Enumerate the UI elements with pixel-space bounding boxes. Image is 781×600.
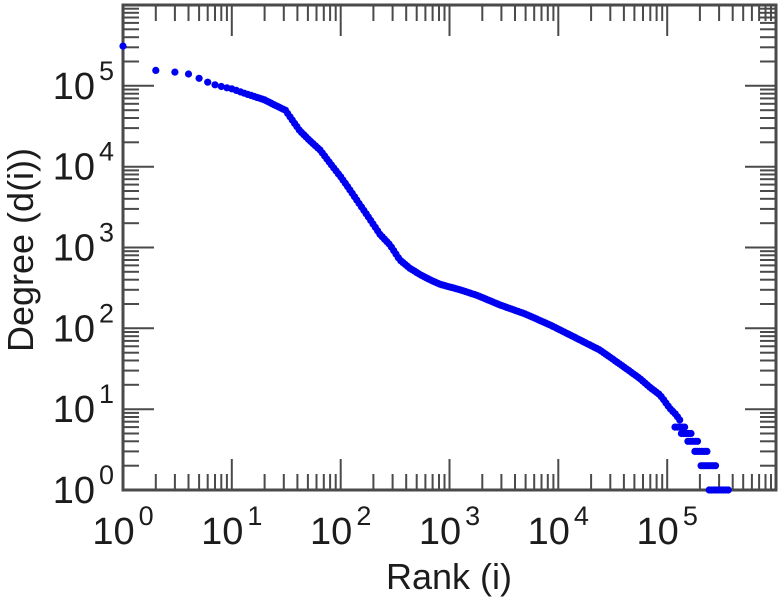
data-point: [711, 462, 720, 470]
data-point: [119, 42, 127, 50]
data-point: [195, 74, 203, 82]
data-point: [724, 486, 732, 494]
data-point: [204, 78, 212, 86]
data-point: [676, 416, 684, 424]
plot-frame: [121, 3, 778, 492]
data-point: [211, 81, 219, 89]
data-point: [687, 429, 695, 438]
data-point: [152, 66, 160, 74]
data-point: [693, 437, 702, 445]
y-axis-title: Degree (d(i)): [0, 148, 41, 352]
data-point: [681, 423, 689, 431]
data-point: [184, 70, 193, 78]
data-point: [217, 82, 225, 91]
axis-ticks: [122, 4, 777, 491]
series-degree-rank: [119, 42, 732, 494]
data-point: [703, 447, 711, 455]
x-axis-title: Rank (i): [386, 556, 512, 597]
data-point: [171, 68, 179, 76]
